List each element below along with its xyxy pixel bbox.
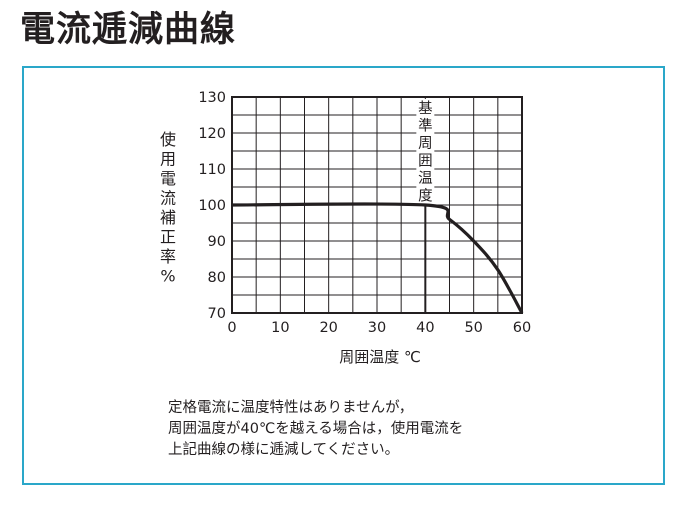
- chart-panel: [22, 66, 665, 485]
- annotation: 基準周囲温度: [416, 99, 435, 313]
- y-tick-label: 110: [198, 162, 226, 178]
- note-line: 周囲温度が40℃を越える場合は，使用電流を: [168, 421, 464, 437]
- x-axis-label: 周囲温度 ℃: [339, 348, 421, 366]
- x-tick-label: 30: [368, 320, 386, 336]
- y-tick-label: 70: [208, 306, 226, 322]
- series-line: [231, 202, 524, 314]
- annotation-label: 基準周囲温度: [418, 100, 433, 205]
- series: [231, 202, 524, 314]
- x-tick-label: 20: [319, 320, 337, 336]
- y-tick-label: 120: [198, 126, 226, 142]
- x-tick-label: 0: [227, 320, 236, 336]
- note: 定格電流に温度特性はありませんが， 周囲温度が40℃を越える場合は，使用電流を …: [168, 398, 463, 461]
- y-tick-label: 90: [208, 234, 226, 250]
- y-axis-label: 使用電流補正率%: [160, 130, 176, 286]
- y-tick-label: 80: [208, 270, 226, 286]
- x-tick-label: 60: [513, 320, 531, 336]
- x-tick-label: 40: [416, 320, 434, 336]
- y-tick-label: 100: [198, 198, 226, 214]
- x-tick-label: 50: [464, 320, 482, 336]
- y-tick-label: 130: [198, 90, 226, 106]
- note-line: 定格電流に温度特性はありませんが，: [168, 400, 414, 416]
- page-title: 電流逓減曲線: [20, 10, 237, 50]
- note-line: 上記曲線の様に逓減してください。: [168, 442, 400, 458]
- x-tick-label: 10: [271, 320, 289, 336]
- annotation-background: [416, 99, 435, 206]
- tick-labels: 0 10 20 30 40 50 60 70 80 90 100 110 120 130 周囲温度 ℃ 使用電…: [160, 90, 531, 366]
